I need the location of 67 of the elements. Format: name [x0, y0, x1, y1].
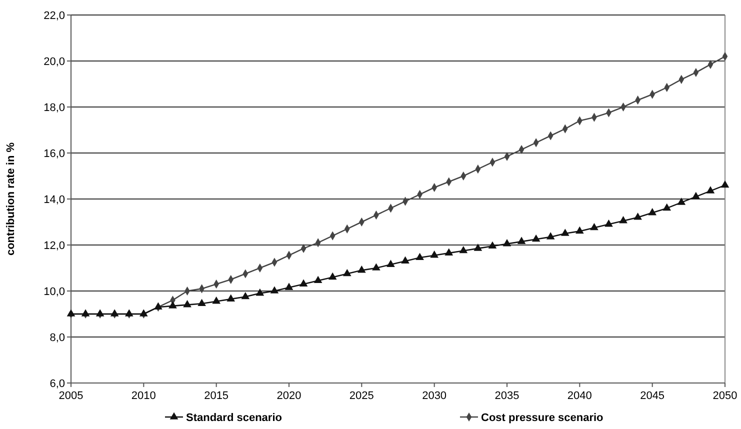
- y-tick-label: 6,0: [50, 378, 65, 390]
- point: [604, 219, 613, 227]
- point: [96, 309, 104, 316]
- legend-label: Standard scenario: [186, 412, 282, 424]
- point: [416, 252, 424, 260]
- point: [430, 250, 438, 258]
- x-tick-label: 2050: [712, 390, 738, 402]
- y-tick-label: 20,0: [44, 56, 65, 68]
- point: [270, 286, 279, 294]
- point: [648, 208, 656, 216]
- x-tick-label: 2015: [204, 390, 229, 402]
- point: [140, 309, 148, 316]
- point: [198, 298, 206, 306]
- x-tick-label: 2005: [58, 390, 84, 402]
- point: [546, 232, 555, 240]
- point: [576, 226, 584, 234]
- y-tick-label: 14,0: [44, 194, 65, 206]
- point: [81, 309, 90, 316]
- y-axis-title: contribution rate in %: [5, 142, 17, 256]
- x-tick-label: 2010: [131, 390, 156, 402]
- point: [212, 296, 220, 304]
- point: [706, 186, 715, 194]
- point: [488, 241, 497, 249]
- point: [459, 246, 468, 254]
- point: [692, 192, 700, 200]
- y-tick-label: 22,0: [44, 10, 65, 22]
- point: [110, 309, 119, 316]
- point: [124, 309, 134, 316]
- x-tick-label: 2025: [349, 390, 374, 402]
- point: [256, 288, 264, 296]
- point: [241, 292, 250, 300]
- x-tick-label: 2030: [422, 390, 447, 402]
- point: [619, 216, 628, 224]
- y-tick-label: 10,0: [44, 286, 65, 298]
- point: [284, 282, 294, 290]
- point: [372, 263, 380, 270]
- point: [560, 228, 570, 236]
- point: [183, 300, 192, 308]
- point: [328, 272, 337, 280]
- point: [634, 212, 642, 220]
- point: [168, 301, 177, 308]
- point: [502, 239, 512, 246]
- point: [517, 236, 526, 244]
- point: [720, 180, 730, 188]
- y-tick-label: 18,0: [44, 102, 65, 114]
- point: [342, 268, 352, 276]
- point: [532, 234, 540, 242]
- x-tick-label: 2035: [494, 390, 520, 402]
- y-tick-label: 16,0: [44, 148, 65, 160]
- point: [444, 248, 454, 256]
- legend-label: Cost pressure scenario: [481, 412, 604, 424]
- point: [474, 244, 482, 251]
- point: [590, 222, 598, 230]
- x-tick-label: 2020: [276, 390, 302, 402]
- x-tick-label: 2045: [640, 390, 665, 402]
- point: [314, 276, 322, 284]
- y-tick-label: 12,0: [44, 240, 65, 252]
- point: [662, 203, 672, 211]
- point: [386, 260, 395, 267]
- point: [358, 265, 366, 273]
- point: [66, 309, 76, 316]
- point: [299, 279, 308, 287]
- point: [226, 294, 236, 302]
- y-tick-label: 8,0: [50, 332, 65, 344]
- x-tick-label: 2040: [567, 390, 592, 402]
- point: [677, 198, 686, 205]
- point: [401, 256, 410, 264]
